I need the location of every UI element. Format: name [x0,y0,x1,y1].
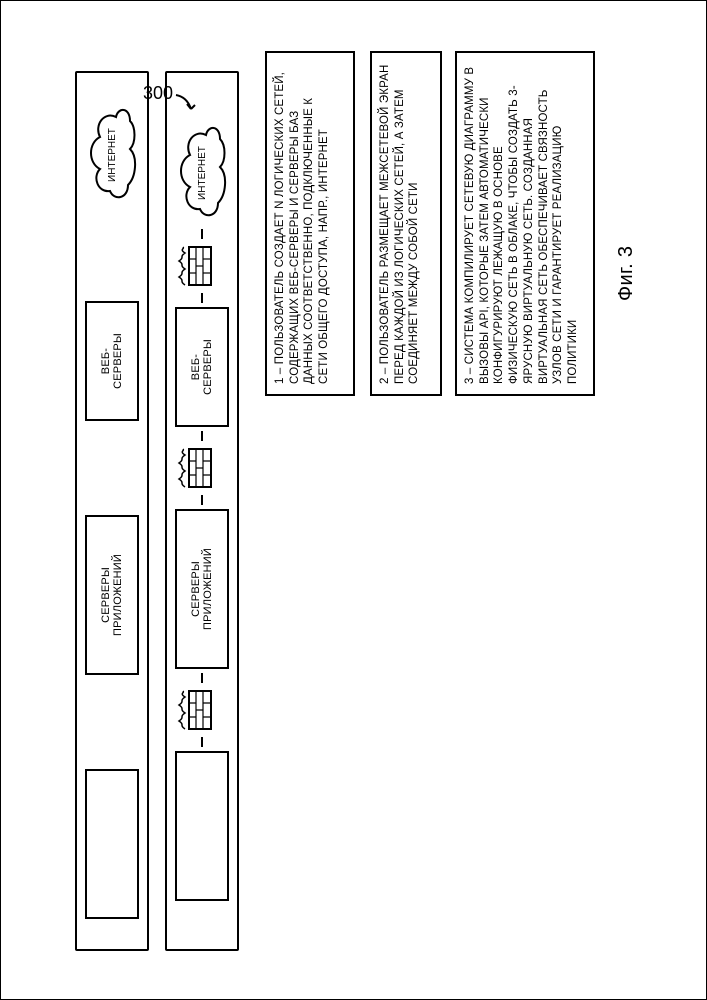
db-server-box-placeholder [85,769,139,919]
connector-line [201,229,203,239]
web-servers-box-2: ВЕБ- СЕРВЕРЫ [175,307,229,427]
firewall-icon [177,687,227,733]
diagram-stage: СЕРВЕРЫ ПРИЛОЖЕНИЙ ВЕБ- СЕРВЕРЫ ИНТЕРНЕТ [75,51,635,951]
connector-line [201,293,203,303]
figure-caption: Фиг. 3 [615,246,638,301]
network-row-1: СЕРВЕРЫ ПРИЛОЖЕНИЙ ВЕБ- СЕРВЕРЫ ИНТЕРНЕТ [75,71,149,951]
firewall-icon [177,243,227,289]
connector-line [201,673,203,683]
app-servers-box-2: СЕРВЕРЫ ПРИЛОЖЕНИЙ [175,509,229,669]
firewall-icon [177,445,227,491]
web-servers-box: ВЕБ- СЕРВЕРЫ [85,301,139,421]
network-row-2: СЕРВЕРЫ ПРИЛОЖЕНИЙ ВЕБ- СЕРВЕРЫ [165,71,239,951]
internet-cloud-2: ИНТЕРНЕТ [174,121,230,225]
step-2-description: 2 – ПОЛЬЗОВАТЕЛЬ РАЗМЕЩАЕТ МЕЖСЕТЕВОЙ ЭК… [370,51,442,396]
internet-label: ИНТЕРНЕТ [106,128,117,182]
web-servers-label: ВЕБ- СЕРВЕРЫ [99,333,123,389]
page: 300 СЕРВЕРЫ ПРИЛОЖЕНИЙ ВЕБ- СЕРВЕРЫ ИНТЕ… [0,0,707,1000]
db-server-box-placeholder-2 [175,751,229,901]
connector-line [201,737,203,747]
web-servers-label-2: ВЕБ- СЕРВЕРЫ [189,339,213,395]
internet-label-2: ИНТЕРНЕТ [196,146,207,200]
step-3-description: 3 – СИСТЕМА КОМПИЛИРУЕТ СЕТЕВУЮ ДИАГРАММ… [455,51,595,396]
app-servers-label-2: СЕРВЕРЫ ПРИЛОЖЕНИЙ [189,548,213,630]
connector-line [201,431,203,441]
app-servers-box: СЕРВЕРЫ ПРИЛОЖЕНИЙ [85,515,139,675]
step-1-description: 1 – ПОЛЬЗОВАТЕЛЬ СОЗДАЕТ N ЛОГИЧЕСКИХ СЕ… [265,51,355,396]
connector-line [201,495,203,505]
internet-cloud: ИНТЕРНЕТ [84,103,140,207]
app-servers-label: СЕРВЕРЫ ПРИЛОЖЕНИЙ [99,554,123,636]
